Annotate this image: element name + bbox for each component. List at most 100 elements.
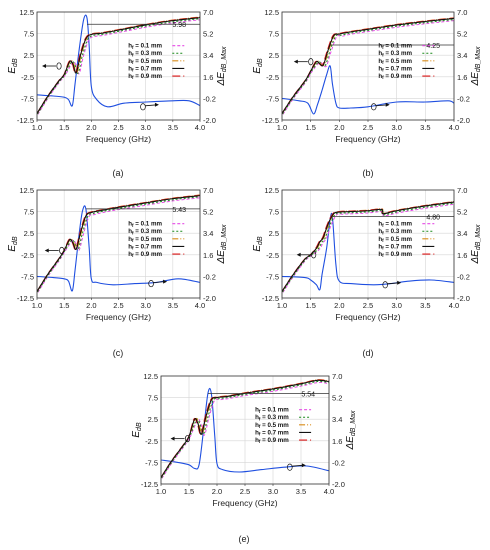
y-left-axis-label-sub: dB [12, 58, 19, 67]
legend-entry-sub: f [382, 45, 384, 50]
y-right-tick-label: -0.2 [457, 94, 470, 103]
edb-line-h07 [282, 201, 454, 292]
y-right-tick-label: 1.6 [203, 73, 213, 82]
y-left-tick-label: -7.5 [266, 94, 279, 103]
legend-entry-label: hf = 0.1 mm [128, 43, 162, 50]
chart-panel-e: 5.54 1.0 1.5 2.0 2.5 3.0 3.5 4.0 12.5 7.5 2.5 -2.5 -… [131, 372, 357, 544]
gridlines [281, 189, 455, 299]
x-tick-label: 1.0 [277, 301, 287, 310]
legend-entry-sub: f [132, 223, 134, 228]
legend-entry-label: hf = 0.9 mm [378, 251, 412, 258]
y-right-axis-label-sub: dB_Max [221, 224, 228, 250]
y-left-tick-label: -12.5 [262, 294, 279, 303]
y-left-tick-label: -2.5 [266, 251, 279, 260]
y-left-tick-label: 2.5 [269, 51, 279, 60]
x-tick-label: 3.5 [420, 301, 430, 310]
legend-entry-label: hf = 0.9 mm [255, 437, 289, 444]
y-right-axis-label-sub: dB_Max [475, 224, 482, 250]
max-value-label: 5.54 [301, 392, 315, 399]
y-right-axis-label-main: ΔE [216, 250, 227, 265]
right-axis-marker-circle [148, 280, 154, 288]
y-left-tick-label: -12.5 [17, 294, 34, 303]
panel-caption: (e) [239, 534, 250, 544]
right-axis-arrow-head [385, 102, 390, 107]
edb-line-h03 [37, 18, 200, 115]
y-right-tick-label: -2.0 [457, 294, 470, 303]
x-tick-label: 4.0 [324, 487, 334, 496]
left-axis-arrow-head [293, 59, 298, 64]
y-left-axis-label-main: E [252, 245, 263, 252]
left-axis-marker-circle [59, 246, 65, 255]
legend-entry-label: hf = 0.7 mm [128, 243, 162, 250]
y-right-tick-label: -0.2 [203, 94, 216, 103]
y-right-tick-label: 5.2 [203, 30, 213, 39]
legend-entry-label: hf = 0.7 mm [378, 243, 412, 250]
x-tick-label: 3.5 [168, 123, 178, 132]
x-tick-label: 3.0 [391, 123, 401, 132]
y-left-tick-label: -2.5 [266, 73, 279, 82]
chart-panel-a: 5.98 1.0 1.5 2.0 2.5 3.0 3.5 4.0 12.5 7.5 2.5 -2.5 -… [7, 8, 228, 178]
y-right-tick-label: 3.4 [457, 229, 467, 238]
delta-e-max-line [161, 387, 329, 473]
y-right-tick-label: 5.2 [457, 208, 467, 217]
legend-entry-symbol: h [378, 58, 382, 65]
edb-line-h03 [37, 196, 200, 293]
y-left-axis-label: EdB [252, 58, 264, 74]
legend-entry-label: hf = 0.7 mm [378, 65, 412, 72]
legend-entry-sub: f [132, 52, 134, 57]
legend-entry-symbol: h [378, 73, 382, 80]
legend-entry-value: = 0.9 mm [384, 251, 413, 258]
delta-e-max-line [37, 205, 200, 292]
y-left-tick-label: -2.5 [21, 73, 34, 82]
legend-entry-symbol: h [255, 422, 259, 429]
y-left-tick-label: -7.5 [21, 94, 34, 103]
legend-entry-value: = 0.7 mm [260, 429, 289, 436]
y-right-axis-label-main: ΔE [470, 72, 481, 87]
y-left-axis-label-sub: dB [12, 236, 19, 245]
legend-entry-sub: f [132, 246, 134, 251]
legend-entry-symbol: h [128, 251, 132, 258]
y-right-tick-label: -2.0 [203, 294, 216, 303]
chart-panel-b: 4.25 1.0 1.5 2.0 2.5 3.0 3.5 4.0 12.5 7.5 2.5 -2.5 -… [252, 8, 482, 178]
legend-entry-sub: f [259, 439, 261, 444]
edb-line-h01 [282, 20, 454, 115]
legend-entry-symbol: h [128, 221, 132, 228]
y-left-tick-label: 2.5 [24, 51, 34, 60]
legend-entry-label: hf = 0.5 mm [128, 236, 162, 243]
right-axis-marker-circle [287, 463, 293, 471]
y-right-tick-label: -0.2 [457, 272, 470, 281]
y-left-tick-label: 2.5 [269, 229, 279, 238]
y-right-axis-label-sub: dB_Max [475, 46, 482, 72]
legend-entry-label: hf = 0.5 mm [378, 58, 412, 65]
legend-entry-value: = 0.1 mm [384, 43, 413, 50]
legend-entry-value: = 0.5 mm [384, 58, 413, 65]
legend-entry-value: = 0.9 mm [384, 73, 413, 80]
y-right-tick-label: 7.0 [457, 8, 467, 17]
y-left-axis-label-main: E [7, 67, 18, 74]
legend-entry-symbol: h [128, 58, 132, 65]
legend-entry-value: = 0.3 mm [134, 228, 163, 235]
x-tick-label: 4.0 [195, 301, 205, 310]
legend-entry-symbol: h [128, 65, 132, 72]
legend-entry-sub: f [382, 246, 384, 251]
left-axis-arrow-head [44, 248, 49, 253]
y-left-tick-label: 2.5 [24, 229, 34, 238]
x-tick-label: 3.5 [168, 301, 178, 310]
y-right-tick-label: 5.2 [203, 208, 213, 217]
legend-entry-symbol: h [378, 251, 382, 258]
y-right-tick-label: 3.4 [457, 51, 467, 60]
y-right-axis-label-main: ΔE [345, 436, 356, 451]
left-axis-arrow-head [42, 64, 47, 68]
x-tick-label: 2.5 [363, 301, 373, 310]
x-tick-label: 1.0 [277, 123, 287, 132]
legend-entry-value: = 0.7 mm [384, 243, 413, 250]
legend-entry-value: = 0.7 mm [134, 65, 163, 72]
legend-entry-sub: f [259, 432, 261, 437]
legend-entry-symbol: h [255, 407, 259, 414]
y-right-tick-label: 3.4 [203, 51, 213, 60]
x-tick-label: 2.0 [86, 301, 96, 310]
legend-entry-sub: f [132, 230, 134, 235]
